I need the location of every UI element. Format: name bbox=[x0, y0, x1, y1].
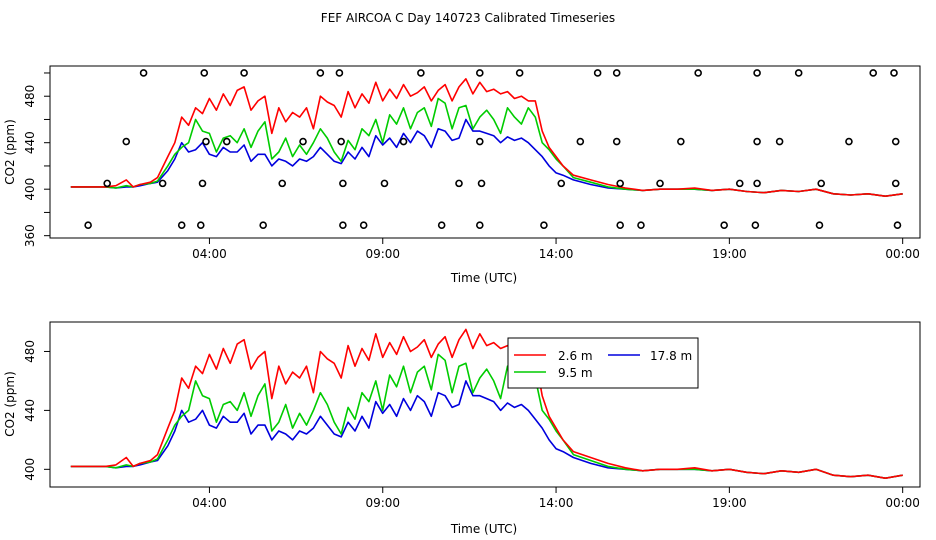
bottom-panel: Time (UTC) CO2 (ppm) 04:00 09:00 14:00 19:0… bbox=[3, 321, 921, 536]
top-marker-y369-4 bbox=[339, 221, 347, 230]
top-marker-y405-6 bbox=[455, 179, 463, 188]
legend-label-17-8m: 17.8 m bbox=[650, 349, 692, 363]
bottom-panel-frame bbox=[49, 321, 921, 488]
top-marker-y441-9 bbox=[677, 137, 685, 146]
top-ytick-label-1: 400 bbox=[23, 178, 37, 201]
legend-label-9-5m: 9.5 m bbox=[558, 366, 593, 380]
bottom-ytick-label-0: 400 bbox=[23, 458, 37, 481]
top-marker-y369-12 bbox=[751, 221, 760, 230]
top-marker-y500-5 bbox=[417, 69, 425, 77]
top-marker-y405-7 bbox=[477, 179, 486, 188]
top-marker-y500-13 bbox=[869, 69, 878, 77]
top-marker-y405-13 bbox=[817, 179, 826, 188]
top-marker-y500-9 bbox=[612, 69, 621, 77]
bottom-xtick-label-3: 19:00 bbox=[712, 496, 747, 510]
top-marker-y500-14 bbox=[890, 69, 898, 77]
bottom-series-9-5m bbox=[70, 353, 903, 480]
top-marker-y369-0 bbox=[84, 221, 92, 230]
top-series-17-8m bbox=[70, 118, 903, 197]
top-marker-y441-1 bbox=[202, 137, 210, 146]
top-xtick-label-4: 00:00 bbox=[885, 247, 920, 261]
top-series-2-6m bbox=[70, 78, 903, 197]
top-marker-y369-7 bbox=[476, 221, 484, 230]
top-xtick-label-2: 14:00 bbox=[539, 247, 574, 261]
top-marker-y405-0 bbox=[103, 179, 111, 188]
bottom-xtick-label-2: 14:00 bbox=[539, 496, 574, 510]
top-marker-y405-12 bbox=[753, 179, 761, 188]
top-marker-y441-4 bbox=[337, 137, 345, 146]
top-marker-y441-6 bbox=[476, 137, 484, 146]
top-ytick-label-3: 480 bbox=[23, 85, 37, 108]
top-marker-y500-0 bbox=[139, 69, 148, 77]
top-marker-y441-3 bbox=[299, 137, 307, 146]
top-ytick-label-0: 360 bbox=[23, 224, 37, 247]
bottom-xtick-label-4: 00:00 bbox=[885, 496, 920, 510]
top-marker-y405-4 bbox=[339, 179, 347, 188]
bottom-ytick-label-1: 440 bbox=[23, 399, 37, 422]
top-marker-y369-9 bbox=[616, 221, 624, 230]
top-marker-y405-14 bbox=[891, 179, 900, 188]
bottom-ylabel: CO2 (ppm) bbox=[3, 371, 17, 437]
top-ylabel: CO2 (ppm) bbox=[3, 119, 17, 185]
bottom-series-17-8m bbox=[70, 380, 903, 480]
bottom-xtick-label-1: 09:00 bbox=[365, 496, 400, 510]
top-xtick-label-0: 04:00 bbox=[192, 247, 227, 261]
top-marker-y441-13 bbox=[891, 137, 900, 146]
top-marker-y500-6 bbox=[476, 69, 484, 77]
top-marker-y441-7 bbox=[576, 137, 585, 146]
chart-title: FEF AIRCOA C Day 140723 Calibrated Times… bbox=[321, 11, 615, 25]
top-marker-y369-14 bbox=[893, 221, 902, 230]
bottom-xtick-label-0: 04:00 bbox=[192, 496, 227, 510]
top-marker-y369-10 bbox=[637, 221, 645, 230]
legend-box bbox=[507, 337, 699, 389]
top-marker-y369-1 bbox=[177, 221, 186, 230]
top-marker-y369-8 bbox=[540, 221, 548, 230]
top-marker-y369-6 bbox=[437, 221, 446, 230]
top-marker-y500-11 bbox=[753, 69, 761, 77]
top-panel-frame bbox=[49, 65, 921, 239]
top-marker-y405-11 bbox=[735, 179, 744, 188]
top-xtick-label-1: 09:00 bbox=[365, 247, 400, 261]
top-marker-y369-13 bbox=[815, 221, 824, 230]
top-marker-y500-1 bbox=[200, 69, 209, 77]
top-marker-y500-4 bbox=[335, 69, 344, 77]
bottom-xlabel: Time (UTC) bbox=[450, 522, 517, 536]
top-marker-y405-8 bbox=[557, 179, 566, 188]
top-ytick-label-2: 440 bbox=[23, 131, 37, 154]
legend-label-2-6m: 2.6 m bbox=[558, 349, 593, 363]
top-marker-y500-3 bbox=[316, 69, 325, 77]
top-marker-y500-7 bbox=[515, 69, 524, 77]
top-marker-y369-2 bbox=[196, 221, 205, 230]
top-marker-y500-12 bbox=[794, 69, 803, 77]
bottom-series-2-6m bbox=[70, 328, 903, 480]
top-xtick-label-3: 19:00 bbox=[712, 247, 747, 261]
top-marker-y500-2 bbox=[240, 69, 248, 77]
legend: 2.6 m 17.8 m 9.5 m bbox=[507, 337, 699, 389]
top-marker-y369-3 bbox=[259, 221, 267, 230]
top-marker-y500-8 bbox=[593, 69, 602, 77]
top-marker-y369-5 bbox=[359, 221, 368, 230]
top-marker-y405-10 bbox=[656, 179, 664, 188]
top-marker-y405-1 bbox=[158, 179, 167, 188]
top-marker-y441-8 bbox=[612, 137, 621, 146]
top-marker-y405-5 bbox=[380, 179, 389, 188]
top-marker-y441-2 bbox=[222, 137, 231, 146]
top-series-9-5m bbox=[70, 97, 903, 197]
top-xlabel: Time (UTC) bbox=[450, 271, 517, 285]
top-marker-y441-11 bbox=[775, 137, 784, 146]
top-panel: Time (UTC) CO2 (ppm) 04:00 09:00 14:00 19:0… bbox=[3, 65, 921, 285]
bottom-ytick-label-2: 480 bbox=[23, 340, 37, 363]
top-marker-y441-12 bbox=[845, 137, 853, 146]
top-marker-y441-10 bbox=[753, 137, 761, 146]
top-marker-y405-9 bbox=[616, 179, 624, 188]
top-marker-y441-5 bbox=[399, 137, 408, 146]
top-marker-y441-0 bbox=[122, 137, 131, 146]
top-marker-y405-3 bbox=[278, 179, 287, 188]
top-marker-y405-2 bbox=[198, 179, 207, 188]
top-marker-y500-10 bbox=[694, 69, 702, 77]
top-marker-y369-11 bbox=[720, 221, 728, 230]
